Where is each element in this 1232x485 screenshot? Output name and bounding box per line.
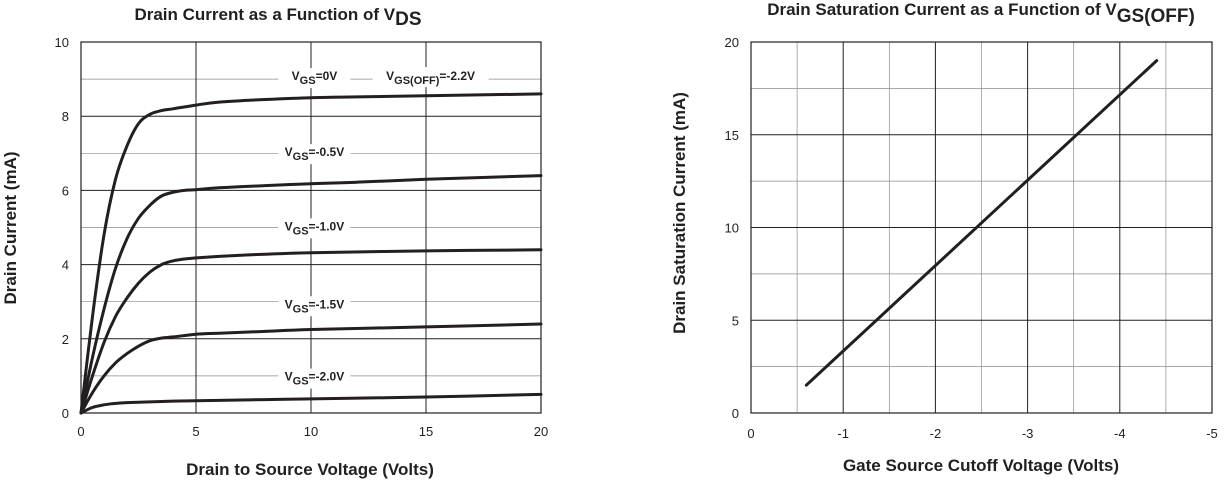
chart2-x-axis-label: Gate Source Cutoff Voltage (Volts) xyxy=(843,456,1119,475)
chart1-curve-label-bg xyxy=(278,68,351,89)
chart2-x-tick-label: -3 xyxy=(1022,426,1034,441)
chart1-y-tick-label: 2 xyxy=(62,332,69,347)
chart2-x-ticks: 0 -1 -2 -3 -4 -5 xyxy=(747,426,1217,441)
chart2-x-tick-label: 0 xyxy=(747,426,754,441)
chart1-curve-label: VGS=-2.0V xyxy=(285,370,345,388)
chart1-y-tick-label: 4 xyxy=(62,258,69,273)
chart1-y-ticks: 0 2 4 6 8 10 xyxy=(55,35,69,421)
chart2-y-ticks: 0 5 10 15 20 xyxy=(725,35,739,421)
chart1-curve-labels: VGS=0V VGS=-0.5V VGS=-1.0V VGS=-1.5V VGS=-2.… xyxy=(278,67,489,389)
chart1-series-line xyxy=(79,322,543,415)
chart2-x-tick-label: -1 xyxy=(837,426,849,441)
chart2-curves xyxy=(804,59,1159,387)
chart2-x-tick-label: -4 xyxy=(1114,426,1126,441)
chart2-y-tick-label: 20 xyxy=(725,35,739,50)
chart1-y-tick-label: 8 xyxy=(62,109,69,124)
chart1-curve-label-bg xyxy=(278,144,351,165)
chart1-annotation-bg xyxy=(372,67,489,88)
chart1-x-ticks: 0 5 10 15 20 xyxy=(77,424,548,439)
drain-saturation-chart: Drain Saturation Current as a Function o… xyxy=(670,0,1218,475)
chart1-plot-frame xyxy=(80,41,542,414)
chart2-grid xyxy=(751,42,1212,413)
drain-current-chart: Drain Current as a Function of VDS VGS=0… xyxy=(1,5,548,479)
chart1-curve-label-bg xyxy=(278,296,351,317)
chart1-x-tick-label: 5 xyxy=(192,424,199,439)
chart1-x-tick-label: 0 xyxy=(77,424,84,439)
chart1-curve-label: VGS=-1.0V xyxy=(285,219,345,237)
chart1-curve-label-bg xyxy=(278,368,351,389)
chart1-series-line xyxy=(79,92,543,415)
chart2-y-axis-label: Drain Saturation Current (mA) xyxy=(670,92,689,334)
chart1-y-tick-label: 10 xyxy=(55,35,69,50)
chart1-curve-label: VGS=-0.5V xyxy=(285,145,345,163)
chart1-y-tick-label: 0 xyxy=(62,406,69,421)
chart1-x-tick-label: 15 xyxy=(419,424,433,439)
chart1-x-tick-label: 20 xyxy=(534,424,548,439)
chart2-plot-frame xyxy=(750,41,1213,414)
chart2-x-tick-label: -5 xyxy=(1206,426,1218,441)
chart1-annotation: VGS(OFF)=-2.2V xyxy=(386,69,475,87)
chart2-y-tick-label: 10 xyxy=(725,221,739,236)
chart2-x-tick-label: -2 xyxy=(930,426,942,441)
chart2-y-tick-label: 15 xyxy=(725,128,739,143)
chart1-title: Drain Current as a Function of VDS xyxy=(134,5,421,30)
chart2-y-tick-label: 5 xyxy=(732,313,739,328)
chart1-series-line xyxy=(79,174,543,415)
chart1-curve-label: VGS=-1.5V xyxy=(285,297,345,315)
chart1-curve-label-bg xyxy=(278,218,351,239)
chart2-series-line xyxy=(804,59,1159,387)
chart1-x-tick-label: 10 xyxy=(304,424,318,439)
chart1-y-tick-label: 6 xyxy=(62,183,69,198)
chart1-curve-label: VGS=0V xyxy=(292,69,338,87)
chart1-series-line xyxy=(79,392,543,415)
chart1-x-axis-label: Drain to Source Voltage (Volts) xyxy=(186,460,434,479)
chart2-y-tick-label: 0 xyxy=(732,406,739,421)
chart2-title: Drain Saturation Current as a Function o… xyxy=(767,0,1195,27)
chart1-y-axis-label: Drain Current (mA) xyxy=(1,151,20,304)
chart1-series-line xyxy=(79,248,543,415)
chart1-curves xyxy=(79,92,543,415)
